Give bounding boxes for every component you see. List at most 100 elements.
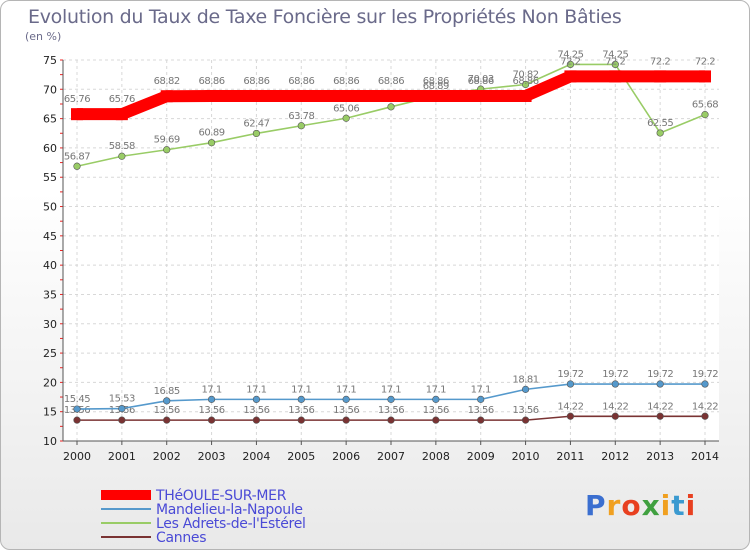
data-point (566, 60, 575, 68)
data-label: 68.86 (513, 76, 539, 87)
chart-title: Evolution du Taux de Taxe Foncière sur l… (28, 6, 622, 28)
data-point (160, 90, 173, 103)
y-tick-label: 70 (43, 83, 57, 96)
x-tick-label: 2014 (691, 450, 719, 463)
data-label: 16.85 (154, 386, 180, 397)
data-point (477, 416, 485, 424)
data-point (342, 416, 350, 424)
data-label: 13.56 (199, 405, 225, 416)
data-label: 17.1 (336, 384, 356, 395)
x-tick-label: 2004 (242, 450, 270, 463)
x-tick-label: 2006 (332, 450, 360, 463)
x-tick-label: 2001 (108, 450, 136, 463)
data-point (297, 122, 305, 130)
data-point (656, 129, 664, 137)
data-point (163, 416, 171, 424)
data-point (297, 395, 305, 403)
y-tick-label: 50 (43, 201, 57, 214)
data-point (701, 412, 709, 420)
data-label: 74.25 (557, 49, 583, 60)
data-point (432, 395, 440, 403)
data-label: 56.87 (64, 151, 90, 162)
data-point (118, 404, 126, 413)
y-tick-label: 30 (43, 318, 57, 331)
data-point (71, 108, 83, 121)
y-tick-label: 15 (43, 406, 57, 419)
logo-letter: t (671, 489, 686, 522)
data-point (609, 70, 622, 83)
y-tick-label: 60 (43, 142, 57, 155)
data-point (115, 108, 128, 121)
data-label: 15.53 (109, 394, 135, 405)
data-point (521, 80, 530, 89)
data-label: 68.89 (423, 81, 449, 92)
data-label: 17.1 (291, 384, 311, 395)
x-tick-label: 2002 (153, 450, 181, 463)
data-label: 68.86 (468, 76, 494, 87)
data-point (477, 395, 485, 403)
data-label: 17.1 (426, 384, 446, 395)
data-label: 13.56 (243, 405, 269, 416)
data-label: 13.56 (513, 405, 539, 416)
data-label: 19.72 (602, 369, 628, 380)
data-label: 13.56 (468, 405, 494, 416)
data-point (342, 395, 350, 403)
data-label: 65.06 (333, 103, 359, 114)
x-tick-label: 2011 (556, 450, 584, 463)
data-point (252, 129, 261, 138)
data-point (701, 380, 709, 388)
y-tick-label: 25 (43, 347, 57, 360)
data-point (163, 146, 171, 154)
data-label: 19.72 (647, 369, 673, 380)
data-point (295, 89, 308, 102)
data-point (611, 380, 619, 388)
x-tick-label: 2003 (198, 450, 226, 463)
data-point (118, 416, 126, 424)
y-tick-label: 20 (43, 376, 57, 389)
logo-letter: x (641, 489, 661, 522)
y-tick-label: 45 (43, 230, 57, 243)
data-point (566, 412, 575, 420)
data-label: 19.72 (557, 369, 583, 380)
x-tick-label: 2012 (601, 450, 629, 463)
data-point (429, 89, 442, 102)
y-tick-label: 65 (43, 113, 57, 126)
data-label: 19.72 (692, 369, 718, 380)
data-point (340, 89, 353, 102)
data-label: 65.76 (64, 94, 90, 105)
logo-letter: r (606, 489, 622, 522)
data-point (385, 89, 397, 102)
data-label: 63.78 (288, 111, 314, 122)
data-point (207, 395, 216, 403)
data-label: 62.47 (243, 118, 269, 129)
data-label: 14.22 (692, 401, 718, 412)
data-label: 13.56 (333, 405, 359, 416)
data-label: 70.82 (513, 70, 539, 81)
data-label: 14.22 (602, 401, 628, 412)
data-point (656, 380, 664, 388)
data-point (73, 405, 81, 413)
x-tick-label: 2013 (646, 450, 674, 463)
proxiti-logo: Proxiti (585, 489, 696, 522)
data-label: 68.86 (199, 76, 225, 87)
x-tick-label: 2010 (512, 450, 540, 463)
legend-label: Cannes (156, 530, 206, 546)
data-point (118, 152, 126, 160)
data-point (566, 380, 575, 388)
data-point (656, 412, 664, 420)
y-tick-label: 10 (43, 435, 57, 448)
x-tick-label: 2000 (63, 450, 91, 463)
y-tick-label: 35 (43, 288, 57, 301)
y-axis-unit-label: (en %) (25, 30, 62, 43)
data-point (519, 89, 532, 102)
y-tick-label: 55 (43, 171, 57, 184)
plot-area (63, 60, 719, 441)
data-label: 18.81 (513, 374, 539, 385)
data-point (611, 412, 619, 420)
data-point (207, 416, 216, 424)
data-point (342, 114, 350, 122)
data-label: 72.2 (695, 56, 715, 67)
data-label: 70.03 (468, 74, 494, 85)
